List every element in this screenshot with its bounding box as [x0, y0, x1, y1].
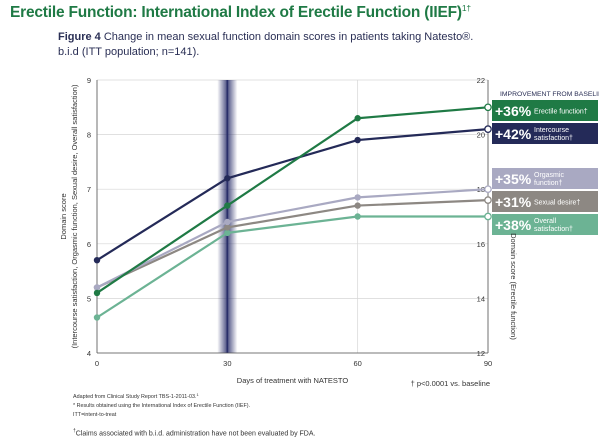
y-tick-left-8: 8 — [87, 131, 91, 140]
y-axis-left-label-detail: (Intercourse satisfaction, Orgasmic func… — [70, 84, 79, 348]
data-point-orgasmic-function-30 — [224, 218, 231, 226]
data-point-orgasmic-function-60 — [354, 194, 361, 201]
significance-note: † p<0.0001 vs. baseline — [411, 379, 490, 388]
x-tick-0: 0 — [95, 359, 99, 368]
legend-label-sexual-desire: Sexual desire† — [534, 200, 580, 207]
series-line-sexual-desire — [96, 199, 489, 289]
y-tick-right-14: 14 — [477, 294, 485, 303]
series-line-overall-satisfaction — [96, 215, 488, 319]
y-axis-left-label-title: Domain score — [59, 193, 68, 239]
data-point-overall-satisfaction-0 — [93, 314, 101, 321]
series-line-orgasmic-function — [96, 188, 489, 289]
figure-caption: Figure 4 Change in mean sexual function … — [58, 30, 558, 60]
page-title: Erectile Function: International Index o… — [10, 3, 471, 22]
data-point-erectile-function-60 — [354, 115, 361, 122]
data-point-intercourse-satisfaction-90 — [484, 125, 492, 133]
figure-label: Figure 4 — [58, 31, 101, 43]
legend-header: IMPROVEMENT FROM BASELINE — [500, 91, 599, 98]
x-tick-30: 30 — [223, 359, 231, 368]
legend-pill-erectile-function — [492, 100, 598, 121]
data-point-sexual-desire-90 — [484, 196, 492, 204]
legend-pill-overall-satisfaction — [492, 214, 598, 235]
page-title-marks: 1† — [461, 3, 471, 13]
figure-caption-line1: Change in mean sexual function domain sc… — [103, 31, 474, 43]
data-point-erectile-function-30 — [224, 202, 231, 209]
y-tick-left-5: 5 — [87, 294, 91, 303]
legend-label-intercourse-satisfaction-2: satisfaction† — [534, 135, 573, 142]
y-tick-right-16: 16 — [477, 240, 485, 249]
series-line-erectile-function — [96, 106, 489, 294]
y-tick-right-20: 20 — [477, 131, 485, 140]
legend-percent-orgasmic-function: +35% — [495, 171, 532, 187]
legend-label-overall-satisfaction-1: Overall — [534, 218, 557, 225]
y-tick-left-7: 7 — [87, 185, 91, 194]
data-point-orgasmic-function-0 — [93, 284, 101, 291]
legend-percent-erectile-function: +36% — [495, 103, 532, 119]
improvement-legend: IMPROVEMENT FROM BASELINE +36% Erectile fu… — [492, 91, 599, 235]
series-line-intercourse-satisfaction — [96, 128, 489, 262]
figure-caption-line2: b.i.d (ITT population; n=141). — [58, 46, 200, 58]
y-axis-right-label: Domain score (Erectile function) — [509, 233, 518, 340]
legend-percent-intercourse-satisfaction: +42% — [495, 126, 532, 142]
legend-label-overall-satisfaction-2: satisfaction† — [534, 226, 573, 233]
data-point-overall-satisfaction-30 — [224, 229, 231, 237]
data-point-orgasmic-function-90 — [484, 185, 492, 194]
data-point-sexual-desire-60 — [354, 202, 361, 209]
source-mark: 1 — [197, 392, 200, 397]
data-point-overall-satisfaction-60 — [354, 213, 361, 220]
legend-percent-overall-satisfaction: +38% — [495, 217, 532, 233]
legend-pill-sexual-desire — [492, 191, 598, 212]
x-tick-90: 90 — [484, 359, 492, 368]
y-tick-right-22: 22 — [477, 76, 485, 85]
legend-label-orgasmic-function-2: function† — [534, 180, 563, 187]
y-tick-right-12: 12 — [477, 349, 485, 358]
y-tick-left-9: 9 — [87, 76, 91, 85]
itt-note: ITT=intent-to-treat — [73, 412, 117, 418]
data-point-intercourse-satisfaction-60 — [354, 136, 361, 144]
x-axis-label: Days of treatment with NATESTO — [237, 376, 349, 385]
page-title-text: Erectile Function: International Index o… — [10, 4, 462, 22]
data-point-sexual-desire-30 — [224, 224, 231, 231]
claims-footnote: †Claims associated with b.i.d. administr… — [73, 428, 315, 437]
iief-note: * Results obtained using the Internation… — [73, 403, 250, 409]
legend-percent-sexual-desire: +31% — [495, 194, 532, 210]
chart-series — [93, 103, 492, 321]
data-point-erectile-function-90 — [484, 103, 492, 112]
claims-text: Claims associated with b.i.d. administra… — [75, 430, 316, 438]
y-tick-left-4: 4 — [87, 349, 91, 358]
data-point-intercourse-satisfaction-30 — [224, 175, 231, 182]
data-point-overall-satisfaction-90 — [484, 212, 492, 221]
legend-pill-intercourse-satisfaction — [492, 123, 598, 144]
legend-label-orgasmic-function-1: Orgasmic — [534, 172, 564, 179]
source-note: Adapted from Clinical Study Report TBS-1… — [73, 392, 200, 400]
y-tick-left-6: 6 — [87, 240, 91, 249]
legend-pill-orgasmic-function — [492, 168, 598, 189]
legend-label-erectile-function: Erectile function† — [534, 109, 588, 116]
x-tick-60: 60 — [353, 359, 361, 368]
data-point-intercourse-satisfaction-0 — [93, 256, 101, 264]
claims-mark: † — [73, 428, 76, 434]
legend-label-intercourse-satisfaction-1: Intercourse — [534, 127, 569, 134]
source-text: Adapted from Clinical Study Report TBS-1… — [73, 394, 197, 400]
data-point-erectile-function-0 — [93, 289, 101, 297]
